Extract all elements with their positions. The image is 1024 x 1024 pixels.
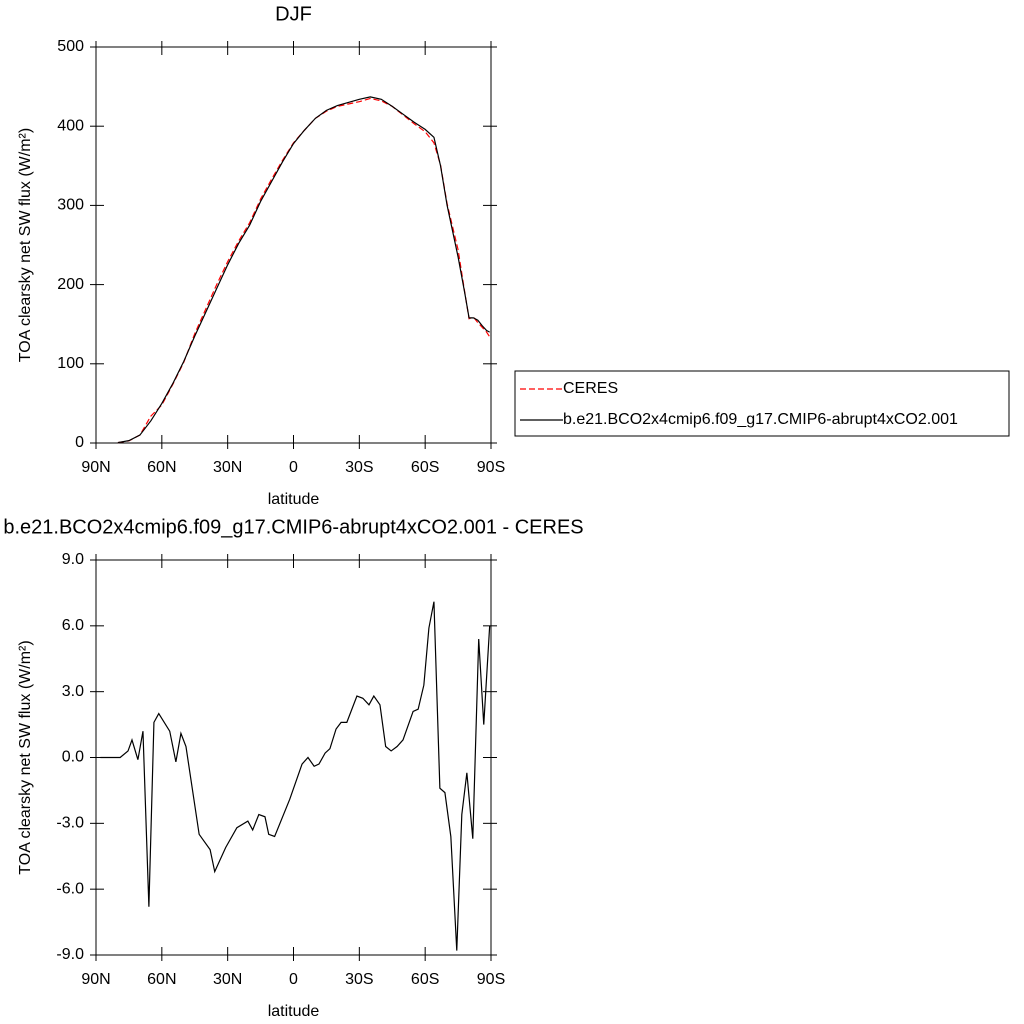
x-tick-label: 90N — [81, 971, 110, 988]
y-axis-label: TOA clearsky net SW flux (W/m²) — [17, 128, 34, 362]
y-tick-label: 0 — [75, 434, 84, 451]
y-tick-label: 9.0 — [62, 551, 84, 568]
x-tick-label: 60N — [147, 971, 176, 988]
x-tick-label: 90S — [477, 971, 505, 988]
chart-title: b.e21.BCO2x4cmip6.f09_g17.CMIP6-abrupt4x… — [3, 516, 583, 538]
y-tick-label: 100 — [57, 355, 84, 372]
y-tick-label: 500 — [57, 38, 84, 55]
x-tick-label: 30S — [345, 971, 373, 988]
x-tick-label: 90S — [477, 459, 505, 476]
y-tick-label: -3.0 — [56, 815, 84, 832]
x-tick-label: 30S — [345, 459, 373, 476]
x-axis-label: latitude — [268, 1003, 320, 1020]
x-tick-label: 0 — [289, 971, 298, 988]
x-tick-label: 30N — [213, 971, 242, 988]
x-tick-label: 0 — [289, 459, 298, 476]
x-axis-label: latitude — [268, 491, 320, 508]
y-tick-label: 0.0 — [62, 749, 84, 766]
y-tick-label: -6.0 — [56, 880, 84, 897]
plot-frame — [95, 46, 492, 444]
x-tick-label: 30N — [213, 459, 242, 476]
y-tick-label: 300 — [57, 197, 84, 214]
legend-label: CERES — [563, 380, 618, 397]
y-tick-label: 6.0 — [62, 617, 84, 634]
legend: CERES b.e21.BCO2x4cmip6.f09_g17.CMIP6-abr… — [514, 370, 1010, 437]
y-axis-label: TOA clearsky net SW flux (W/m²) — [17, 640, 34, 874]
legend-frame — [514, 370, 1010, 437]
y-tick-label: -9.0 — [56, 946, 84, 963]
y-tick-label: 3.0 — [62, 683, 84, 700]
y-tick-label: 200 — [57, 276, 84, 293]
plot-frame — [95, 559, 492, 956]
data-line — [117, 97, 491, 444]
y-tick-label: 400 — [57, 117, 84, 134]
x-tick-label: 60S — [411, 971, 439, 988]
legend-label: b.e21.BCO2x4cmip6.f09_g17.CMIP6-abrupt4x… — [563, 411, 958, 428]
x-tick-label: 60S — [411, 459, 439, 476]
x-tick-label: 60N — [147, 459, 176, 476]
x-tick-label: 90N — [81, 459, 110, 476]
data-line — [100, 601, 491, 951]
chart-title: DJF — [275, 3, 312, 25]
data-line — [117, 96, 490, 444]
